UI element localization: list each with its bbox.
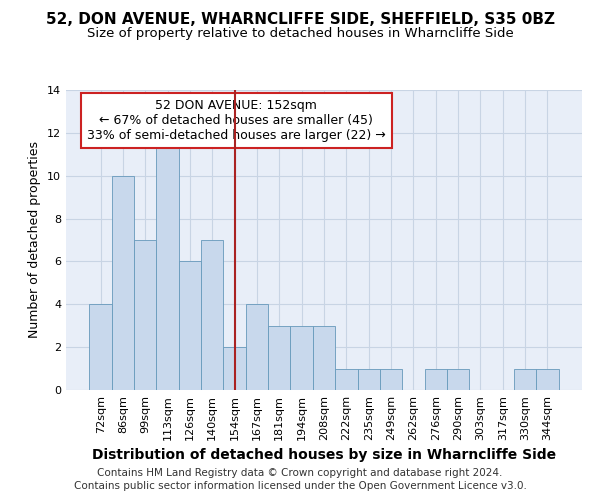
Bar (112, 176, 134, 390)
Bar (268, 326, 290, 390)
Bar (290, 326, 313, 390)
Bar (89, 304, 112, 390)
Y-axis label: Number of detached properties: Number of detached properties (28, 142, 41, 338)
Bar (358, 368, 380, 390)
Bar (201, 240, 223, 390)
Text: 52, DON AVENUE, WHARNCLIFFE SIDE, SHEFFIELD, S35 0BZ: 52, DON AVENUE, WHARNCLIFFE SIDE, SHEFFI… (46, 12, 554, 28)
Bar (134, 240, 157, 390)
Bar (335, 368, 358, 390)
Bar (157, 133, 179, 390)
Bar (447, 368, 469, 390)
Bar (223, 347, 246, 390)
Text: Contains public sector information licensed under the Open Government Licence v3: Contains public sector information licen… (74, 481, 526, 491)
Text: Size of property relative to detached houses in Wharncliffe Side: Size of property relative to detached ho… (86, 28, 514, 40)
Bar (246, 304, 268, 390)
Bar (514, 368, 536, 390)
Bar (536, 368, 559, 390)
Bar (425, 368, 447, 390)
Text: Contains HM Land Registry data © Crown copyright and database right 2024.: Contains HM Land Registry data © Crown c… (97, 468, 503, 477)
X-axis label: Distribution of detached houses by size in Wharncliffe Side: Distribution of detached houses by size … (92, 448, 556, 462)
Bar (179, 262, 201, 390)
Bar (313, 326, 335, 390)
Text: 52 DON AVENUE: 152sqm
← 67% of detached houses are smaller (45)
33% of semi-deta: 52 DON AVENUE: 152sqm ← 67% of detached … (87, 99, 386, 142)
Bar (380, 368, 402, 390)
